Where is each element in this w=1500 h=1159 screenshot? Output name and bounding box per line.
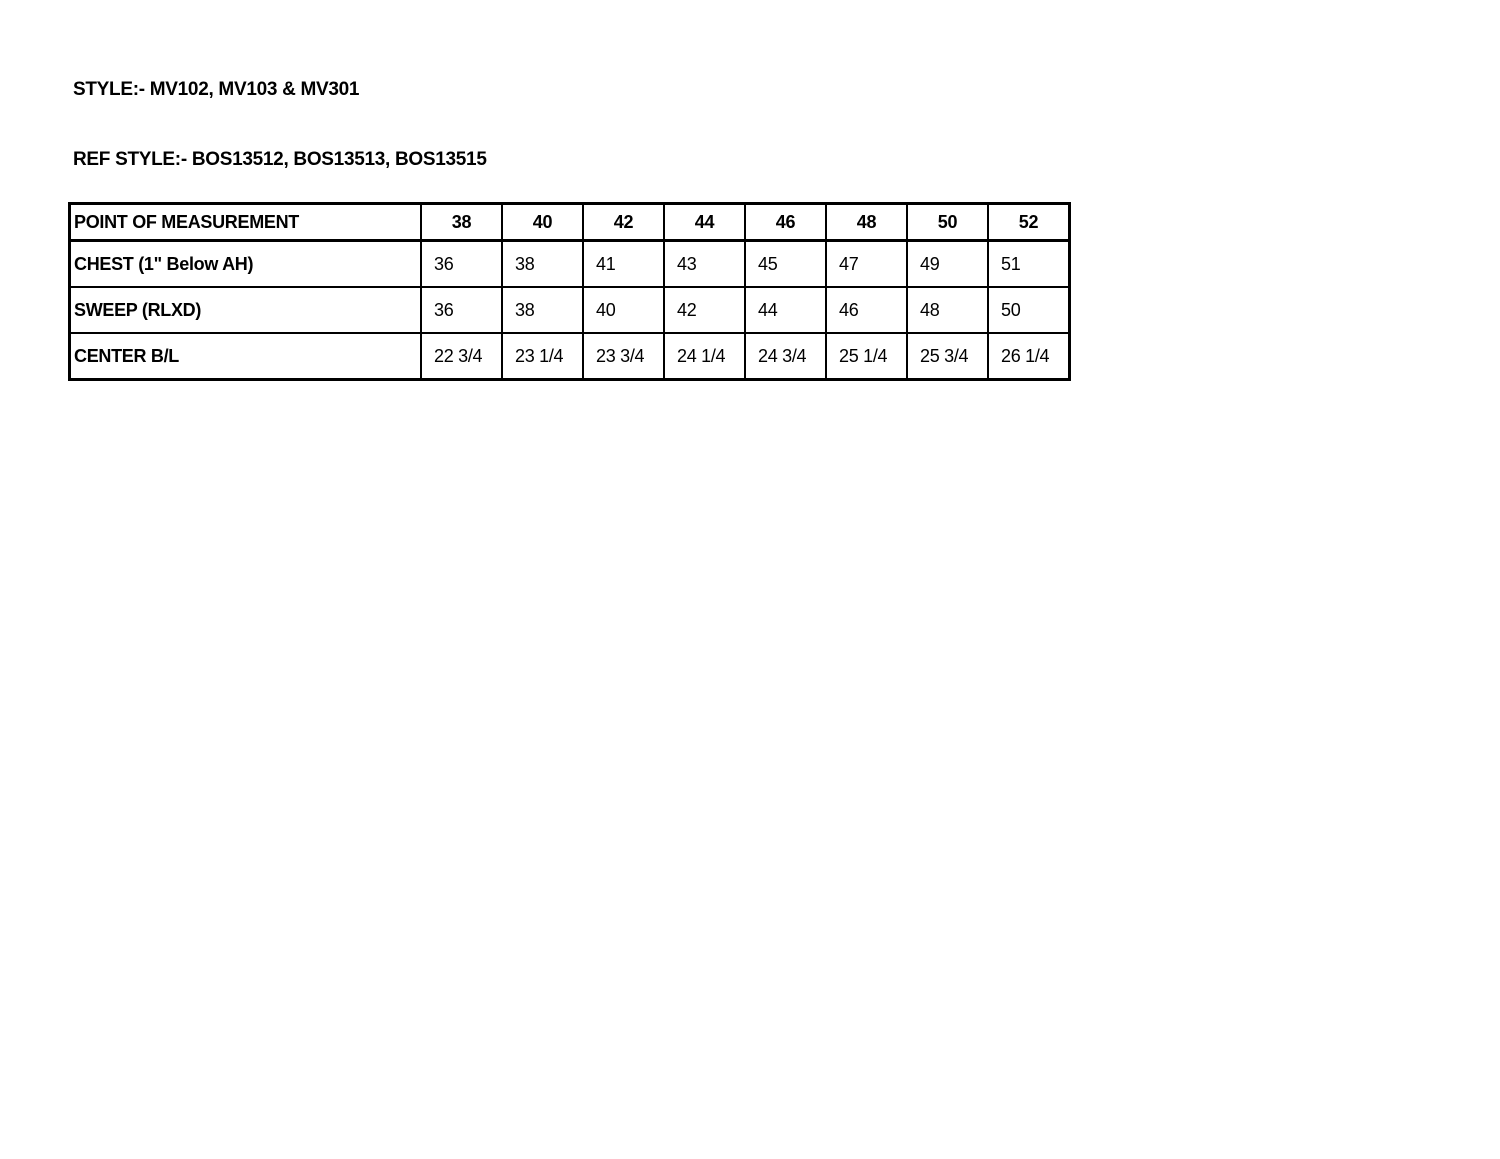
measurement-label: CENTER B/L bbox=[68, 332, 422, 381]
ref-style-heading: REF STYLE:- BOS13512, BOS13513, BOS13515 bbox=[73, 149, 487, 170]
table-row: CENTER B/L 22 3/4 23 1/4 23 3/4 24 1/4 24 3/4… bbox=[68, 332, 1071, 381]
measurement-value: 47 bbox=[825, 239, 908, 288]
measurement-value: 50 bbox=[987, 286, 1071, 334]
column-header-size: 50 bbox=[906, 202, 989, 242]
column-header-point-of-measurement: POINT OF MEASUREMENT bbox=[68, 202, 422, 242]
measurement-value: 45 bbox=[744, 239, 827, 288]
measurement-value: 42 bbox=[663, 286, 746, 334]
column-header-size: 44 bbox=[663, 202, 746, 242]
measurement-value: 25 1/4 bbox=[825, 332, 908, 381]
measurement-value: 38 bbox=[501, 286, 584, 334]
measurement-value: 51 bbox=[987, 239, 1071, 288]
measurement-value: 24 1/4 bbox=[663, 332, 746, 381]
measurement-value: 43 bbox=[663, 239, 746, 288]
measurement-value: 48 bbox=[906, 286, 989, 334]
table-row: SWEEP (RLXD) 36 38 40 42 44 46 48 50 bbox=[68, 286, 1071, 334]
column-header-size: 42 bbox=[582, 202, 665, 242]
measurement-value: 23 1/4 bbox=[501, 332, 584, 381]
measurement-value: 49 bbox=[906, 239, 989, 288]
measurement-label: SWEEP (RLXD) bbox=[68, 286, 422, 334]
column-header-size: 48 bbox=[825, 202, 908, 242]
measurement-value: 46 bbox=[825, 286, 908, 334]
column-header-size: 46 bbox=[744, 202, 827, 242]
measurement-value: 44 bbox=[744, 286, 827, 334]
measurement-value: 25 3/4 bbox=[906, 332, 989, 381]
column-header-size: 38 bbox=[420, 202, 503, 242]
table-row: CHEST (1" Below AH) 36 38 41 43 45 47 49 51 bbox=[68, 239, 1071, 288]
measurement-label: CHEST (1" Below AH) bbox=[68, 239, 422, 288]
measurement-value: 22 3/4 bbox=[420, 332, 503, 381]
measurement-value: 23 3/4 bbox=[582, 332, 665, 381]
style-heading: STYLE:- MV102, MV103 & MV301 bbox=[73, 79, 360, 100]
measurement-value: 40 bbox=[582, 286, 665, 334]
measurement-value: 41 bbox=[582, 239, 665, 288]
measurement-table: POINT OF MEASUREMENT 38 40 42 44 46 48 50 52 CHE… bbox=[68, 202, 1071, 381]
table-header-row: POINT OF MEASUREMENT 38 40 42 44 46 48 50 52 bbox=[68, 202, 1071, 242]
column-header-size: 40 bbox=[501, 202, 584, 242]
measurement-value: 36 bbox=[420, 239, 503, 288]
column-header-size: 52 bbox=[987, 202, 1071, 242]
measurement-value: 26 1/4 bbox=[987, 332, 1071, 381]
measurement-value: 36 bbox=[420, 286, 503, 334]
measurement-value: 38 bbox=[501, 239, 584, 288]
measurement-value: 24 3/4 bbox=[744, 332, 827, 381]
